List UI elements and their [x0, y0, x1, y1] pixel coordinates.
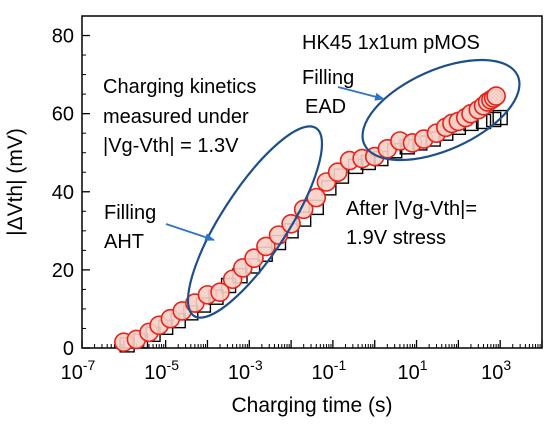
stress-note: After |Vg-Vth|= 1.9V stress [346, 198, 483, 249]
x-axis-title: Charging time (s) [231, 394, 392, 417]
y-tick-labels: 0 20 40 60 80 [52, 26, 74, 360]
y-axis-title: |ΔVth| (mV) [4, 128, 27, 236]
circle-point [244, 248, 264, 268]
y-tick-label: 60 [52, 104, 74, 126]
filling-aht-label: Filling AHT [104, 202, 162, 253]
x-tick-labels: 10-7 10-5 10-3 10-1 101 103 [61, 357, 512, 384]
square-point [492, 109, 508, 126]
aht-ellipse [186, 125, 324, 319]
x-tick-label: 101 [398, 357, 428, 384]
x-tick-label: 103 [481, 357, 511, 384]
ead-arrow [337, 86, 385, 101]
device-label: HK45 1x1um pMOS [302, 32, 480, 54]
y-tick-label: 80 [52, 26, 74, 48]
circle-series [114, 86, 506, 352]
circle-point [327, 162, 348, 183]
circle-point [486, 86, 506, 106]
circle-point [210, 282, 230, 302]
x-tick-label: 10-5 [144, 357, 179, 384]
plot-frame [81, 15, 543, 349]
y-tick-label: 40 [52, 182, 74, 204]
y-tick-label: 20 [52, 260, 74, 282]
x-tick-label: 10-1 [312, 357, 347, 384]
x-tick-label: 10-3 [228, 357, 263, 384]
filling-ead-label: Filling EAD [302, 67, 360, 118]
ead-ellipse [361, 58, 521, 162]
kinetics-note: Charging kinetics measured under |Vg-Vth… [103, 76, 262, 157]
circle-point [256, 236, 276, 257]
aht-arrow [165, 223, 215, 241]
x-tick-label: 10-7 [61, 357, 96, 384]
y-tick-label: 0 [63, 338, 74, 360]
